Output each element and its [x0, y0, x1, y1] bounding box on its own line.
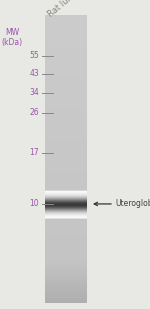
Text: 34: 34 [29, 88, 39, 97]
Text: 55: 55 [29, 51, 39, 60]
Text: Rat lung: Rat lung [47, 0, 80, 19]
Text: 17: 17 [29, 148, 39, 158]
Text: 10: 10 [29, 199, 39, 209]
Text: MW
(kDa): MW (kDa) [2, 28, 22, 47]
Text: Uteroglobin: Uteroglobin [116, 199, 150, 209]
Text: 43: 43 [29, 69, 39, 78]
Text: 26: 26 [29, 108, 39, 117]
